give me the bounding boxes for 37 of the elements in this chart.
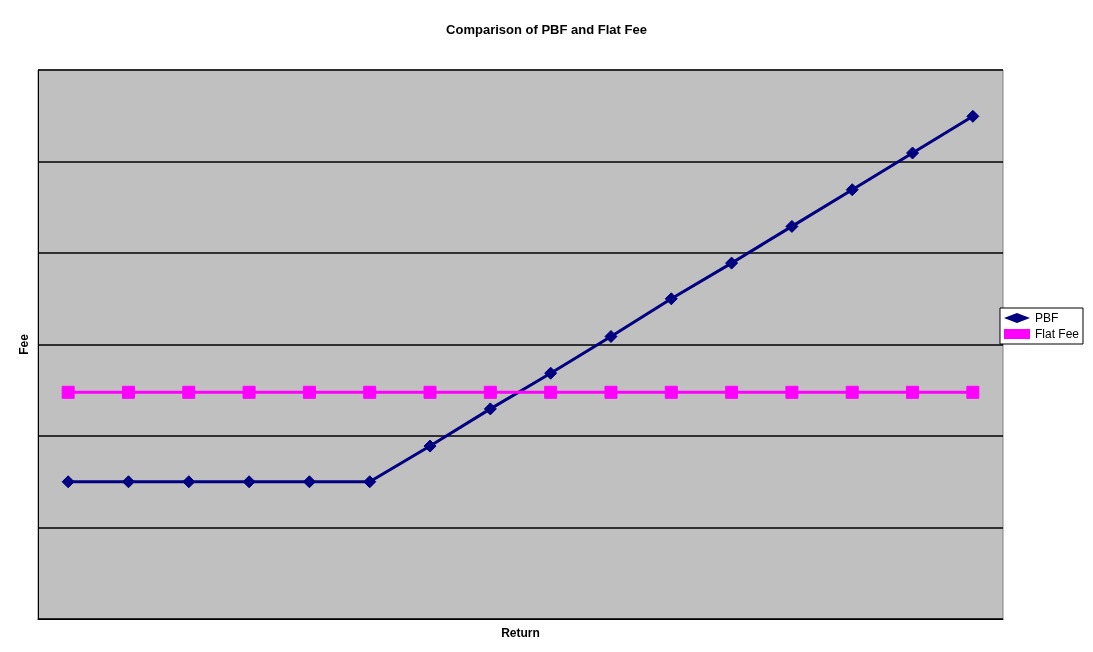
point [423, 439, 437, 453]
point [604, 329, 618, 343]
point [544, 385, 558, 399]
point [544, 366, 558, 380]
point [121, 475, 135, 489]
point [906, 146, 920, 160]
point [845, 183, 859, 197]
point [664, 292, 678, 306]
point [363, 385, 377, 399]
point [483, 385, 497, 399]
point [725, 256, 739, 270]
point [61, 385, 75, 399]
chart-title: Comparison of PBF and Flat Fee [446, 22, 647, 37]
point [906, 385, 920, 399]
point [423, 385, 437, 399]
point [182, 385, 196, 399]
y-axis-title: Fee [17, 333, 31, 355]
point [121, 385, 135, 399]
legend-label: Flat Fee [1034, 327, 1080, 341]
point [845, 385, 859, 399]
point [785, 385, 799, 399]
x-axis-title: Return [501, 626, 540, 640]
point [242, 475, 256, 489]
point [785, 219, 799, 233]
point [61, 475, 75, 489]
point [664, 385, 678, 399]
point [302, 385, 316, 399]
legend-label: PBF [1034, 311, 1059, 325]
point [302, 475, 316, 489]
point [182, 475, 196, 489]
point [242, 385, 256, 399]
point [966, 109, 980, 123]
point [604, 385, 618, 399]
point [363, 475, 377, 489]
point [966, 385, 980, 399]
point [725, 385, 739, 399]
point [483, 402, 497, 416]
